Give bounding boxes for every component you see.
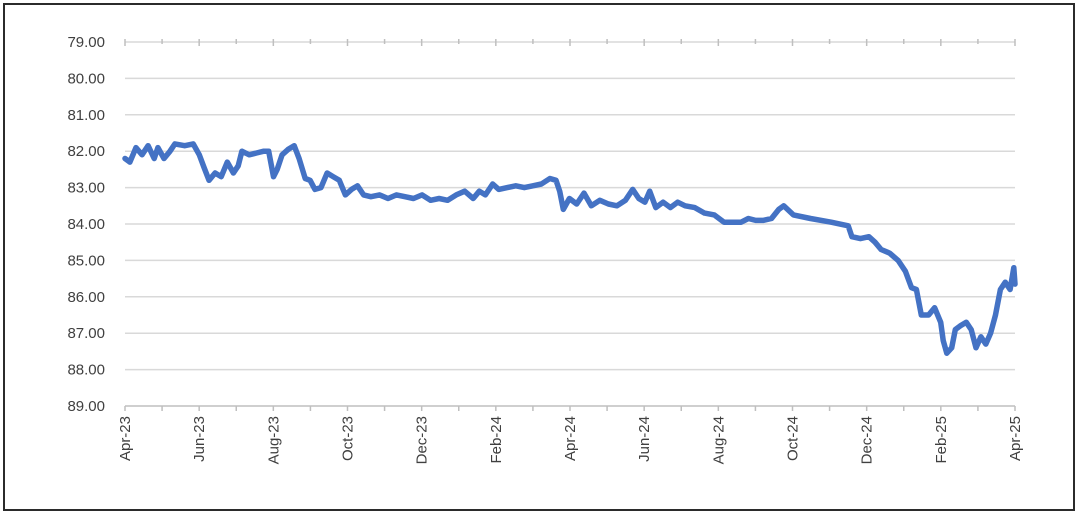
y-tick-label: 79.00 bbox=[67, 34, 105, 51]
x-axis: Apr-23 Jun-23 Aug-23 Oct-23 Dec-23 Feb-24 Apr-… bbox=[117, 39, 1024, 464]
x-tick-label: Oct-24 bbox=[785, 416, 802, 461]
y-tick-label: 89.00 bbox=[67, 398, 105, 415]
y-tick-label: 84.00 bbox=[67, 216, 105, 233]
x-tick-label: Apr-23 bbox=[117, 416, 134, 461]
x-tick-label: Aug-23 bbox=[265, 416, 282, 464]
x-tick-label: Aug-24 bbox=[710, 416, 727, 464]
y-tick-label: 83.00 bbox=[67, 180, 105, 197]
x-tick-label: Jun-23 bbox=[191, 416, 208, 462]
y-tick-label: 80.00 bbox=[67, 70, 105, 87]
x-tick-label: Feb-24 bbox=[488, 416, 505, 464]
x-tick-label: Oct-23 bbox=[340, 416, 357, 461]
y-tick-label: 86.00 bbox=[67, 289, 105, 306]
x-tick-label: Dec-24 bbox=[859, 416, 876, 464]
y-axis: 79.00 80.00 81.00 82.00 83.00 84.00 85.00 86.00… bbox=[67, 34, 105, 415]
series-line bbox=[122, 141, 1018, 356]
x-tick-label: Feb-25 bbox=[933, 416, 950, 464]
x-tick-label: Apr-25 bbox=[1007, 416, 1024, 461]
y-tick-label: 81.00 bbox=[67, 107, 105, 124]
x-tick-label: Apr-24 bbox=[562, 416, 579, 461]
y-tick-label: 88.00 bbox=[67, 362, 105, 379]
plot-area bbox=[122, 141, 1018, 356]
y-tick-label: 82.00 bbox=[67, 143, 105, 160]
gridlines bbox=[125, 41, 1015, 371]
x-tick-label: Jun-24 bbox=[636, 416, 653, 462]
x-tick-label: Dec-23 bbox=[414, 416, 431, 464]
y-tick-label: 85.00 bbox=[67, 252, 105, 269]
y-tick-label: 87.00 bbox=[67, 325, 105, 342]
